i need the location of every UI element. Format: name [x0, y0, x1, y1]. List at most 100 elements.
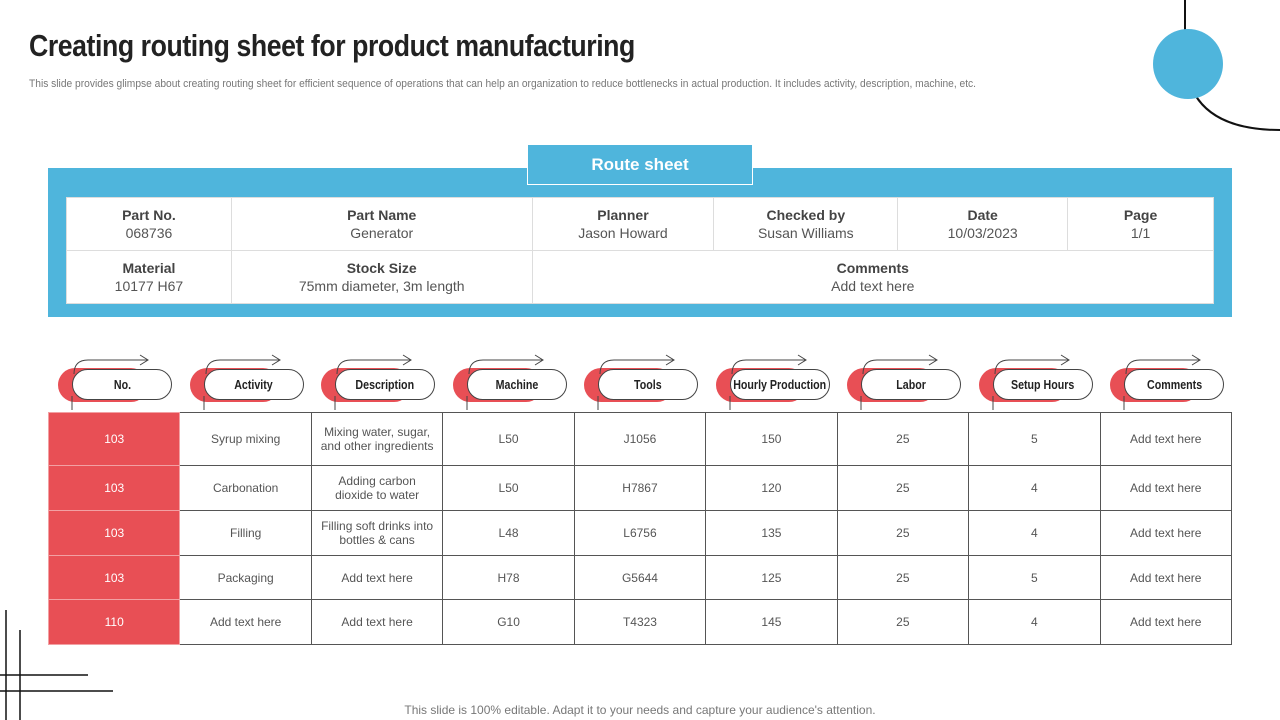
routing-table: 103 Syrup mixing Mixing water, sugar, and … — [47, 412, 1232, 645]
header-label: Labor — [896, 377, 927, 392]
column-header-description: Description — [315, 350, 436, 410]
cell-labor: 25 — [836, 510, 970, 556]
cell-labor: 25 — [836, 599, 970, 645]
cell-labor: 25 — [836, 465, 970, 511]
label: Part Name — [347, 207, 417, 223]
table-row: 103 Packaging Add text here H78 G5644 125 25 5 A… — [47, 555, 1232, 600]
value: Add text here — [831, 278, 915, 294]
cell-activity: Add text here — [179, 599, 312, 645]
cell-hourly-production: 135 — [705, 510, 838, 556]
part-no-cell: Part No. 068736 — [66, 197, 232, 251]
arrow-icon — [992, 354, 1070, 410]
cell-labor: 25 — [836, 412, 970, 466]
cell-tools: J1056 — [573, 412, 707, 466]
cell-hourly-production: 120 — [705, 465, 838, 511]
table-row: 110 Add text here Add text here G10 T4323 145… — [47, 599, 1232, 645]
arrow-icon — [597, 354, 676, 410]
cell-setup-hours: 4 — [968, 465, 1101, 511]
value: Jason Howard — [578, 225, 668, 241]
cell-machine: G10 — [442, 599, 575, 645]
decorative-lines-icon — [0, 610, 113, 720]
part-name-cell: Part Name Generator — [230, 197, 533, 251]
arrow-icon — [1123, 354, 1202, 410]
date-cell: Date 10/03/2023 — [897, 197, 1069, 251]
cell-activity: Filling — [179, 510, 312, 556]
header-pill: Comments — [1124, 369, 1225, 400]
cell-no: 103 — [47, 412, 181, 466]
header-label: Description — [355, 377, 415, 392]
value: 10/03/2023 — [947, 225, 1018, 241]
cell-no: 103 — [47, 555, 181, 600]
comments-cell: Comments Add text here — [531, 250, 1215, 304]
column-header-setup-hours: Setup Hours — [973, 350, 1093, 410]
header-pill: No. — [72, 369, 172, 400]
header-label: Hourly Production — [733, 377, 827, 392]
arrow-icon — [334, 354, 413, 410]
cell-machine: L50 — [442, 412, 575, 466]
arrow-icon — [71, 354, 149, 410]
table-row: 103 Carbonation Adding carbon dioxide to w… — [47, 465, 1232, 511]
decorative-circle-icon — [1153, 0, 1280, 131]
checked-by-cell: Checked by Susan Williams — [713, 197, 899, 251]
cell-no: 110 — [47, 599, 181, 645]
cell-comments: Add text here — [1099, 510, 1232, 556]
cell-comments: Add text here — [1099, 599, 1232, 645]
cell-comments: Add text here — [1099, 465, 1232, 511]
cell-hourly-production: 125 — [705, 555, 838, 600]
cell-activity: Carbonation — [179, 465, 312, 511]
cell-description: Add text here — [310, 599, 444, 645]
material-cell: Material 10177 H67 — [66, 250, 232, 304]
label: Page — [1123, 207, 1158, 223]
header-label: Setup Hours — [1011, 377, 1075, 392]
cell-setup-hours: 5 — [968, 555, 1101, 600]
header-label: Machine — [495, 377, 538, 392]
header-label: Comments — [1146, 377, 1202, 392]
cell-tools: T4323 — [573, 599, 707, 645]
footer-note: This slide is 100% editable. Adapt it to… — [404, 703, 876, 717]
header-pill: Setup Hours — [992, 369, 1093, 400]
label: Part No. — [122, 207, 176, 223]
label: Date — [967, 207, 998, 223]
cell-machine: L48 — [442, 510, 575, 556]
value: 068736 — [125, 225, 173, 241]
cell-machine: H78 — [442, 555, 575, 600]
header-pill: Labor — [861, 369, 962, 400]
column-header-comments: Comments — [1104, 350, 1225, 410]
header-pill: Machine — [466, 369, 567, 400]
route-sheet-tab: Route sheet — [527, 144, 753, 185]
arrow-icon — [466, 354, 544, 410]
header-pill: Tools — [598, 369, 699, 400]
label: Planner — [597, 207, 649, 223]
column-headers: No. Activity Description Machine Tools Hourly… — [48, 350, 1232, 410]
cell-no: 103 — [47, 465, 181, 511]
cell-machine: L50 — [442, 465, 575, 511]
header-pill: Hourly Production — [729, 369, 830, 400]
cell-description: Adding carbon dioxide to water — [310, 465, 444, 511]
column-header-tools: Tools — [578, 350, 699, 410]
table-row: 103 Filling Filling soft drinks into bottl… — [47, 510, 1232, 556]
column-header-hourly-production: Hourly Production — [710, 350, 830, 410]
page-subtitle: This slide provides glimpse about creati… — [29, 78, 977, 90]
cell-no: 103 — [47, 510, 181, 556]
header-label: No. — [113, 377, 131, 392]
column-header-labor: Labor — [841, 350, 962, 410]
value: Susan Williams — [757, 225, 854, 241]
cell-tools: L6756 — [573, 510, 707, 556]
cell-activity: Syrup mixing — [179, 412, 312, 466]
cell-labor: 25 — [836, 555, 970, 600]
arrow-icon — [203, 354, 281, 410]
table-row: 103 Syrup mixing Mixing water, sugar, and … — [47, 412, 1232, 466]
cell-setup-hours: 5 — [968, 412, 1101, 466]
value: 1/1 — [1130, 225, 1151, 241]
cell-description: Filling soft drinks into bottles & cans — [310, 510, 444, 556]
label: Comments — [836, 260, 909, 276]
cell-setup-hours: 4 — [968, 599, 1101, 645]
label: Stock Size — [346, 260, 417, 276]
label: Checked by — [766, 207, 846, 223]
label: Material — [122, 260, 176, 276]
column-header-machine: Machine — [447, 350, 567, 410]
cell-comments: Add text here — [1099, 412, 1232, 466]
cell-comments: Add text here — [1099, 555, 1232, 600]
cell-tools: H7867 — [573, 465, 707, 511]
arrow-icon — [860, 354, 939, 410]
